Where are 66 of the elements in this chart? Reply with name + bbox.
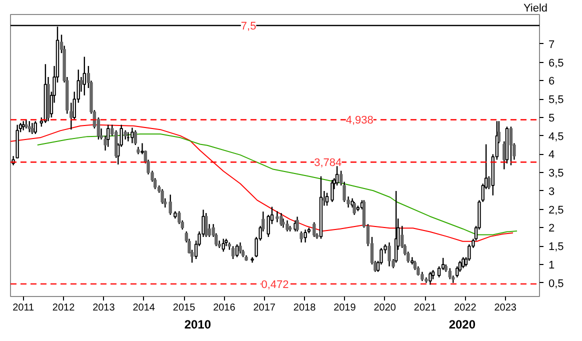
x-tick-label: 2019	[334, 302, 356, 314]
y-tick-label: 7	[548, 38, 555, 51]
candlestick	[462, 256, 465, 269]
candlestick	[24, 118, 28, 130]
x-tick-label: 2017	[253, 302, 276, 314]
y-tick-label: 1,5	[548, 241, 564, 254]
candlestick	[238, 242, 242, 254]
x-tick-label: 2015	[172, 302, 196, 314]
x-tick-label: 2018	[293, 302, 316, 314]
y-tick-label: 6,5	[548, 57, 564, 70]
candlestick	[134, 130, 138, 146]
candlestick	[300, 230, 303, 244]
candlestick	[231, 246, 235, 260]
y-tick-label: 6	[548, 76, 555, 88]
x-tick-label: 2012	[52, 302, 76, 314]
candlestick	[34, 120, 38, 135]
x-tick-label: 2011	[12, 302, 35, 314]
x-tick-label: 2020	[374, 302, 396, 314]
line-series	[36, 133, 518, 236]
y-tick-label: 3,5	[548, 168, 564, 180]
candlestick	[222, 238, 225, 252]
candlestick	[509, 126, 513, 166]
candlestick	[204, 212, 208, 238]
candlestick	[352, 201, 356, 216]
x-tick-label: 2016	[213, 302, 236, 314]
candlestick	[304, 228, 307, 244]
candlestick	[30, 122, 34, 135]
candlestick	[280, 212, 283, 227]
y-tick-label: 1	[548, 260, 555, 272]
ref-line-label: 7,5	[240, 20, 256, 33]
y-tick-label: 5,5	[548, 94, 564, 106]
candlestick	[106, 124, 110, 148]
y-tick-label: 3	[548, 186, 555, 198]
candlestick	[448, 268, 452, 280]
y-axis-title: Yield	[523, 2, 548, 14]
x-tick-label: 2014	[132, 302, 156, 314]
candlestick	[160, 188, 164, 204]
candlestick	[235, 244, 239, 258]
y-tick-label: 4,5	[548, 130, 564, 143]
candlestick	[286, 220, 289, 232]
ref-line-label: 0,472	[261, 278, 289, 291]
x-tick-label: 2023	[494, 302, 517, 314]
x-tick-label: 2021	[414, 302, 437, 314]
candlestick	[428, 271, 432, 286]
candlestick	[325, 192, 329, 206]
y-tick-label: 2	[548, 222, 555, 235]
candlestick	[437, 266, 441, 278]
y-tick-label: 4	[548, 149, 555, 162]
y-tick-label: 2,5	[548, 204, 564, 216]
candlestick	[388, 242, 391, 267]
candlestick	[140, 142, 144, 155]
candlestick	[276, 210, 279, 223]
x-tick-label: 2022	[454, 302, 477, 314]
candlestick	[296, 216, 299, 232]
candlestick	[70, 102, 73, 130]
candlestick	[28, 120, 31, 133]
y-tick-label: 0,5	[548, 278, 564, 290]
text: 2020	[448, 318, 476, 332]
x-tick-label: 2013	[92, 302, 116, 314]
candlestick	[82, 56, 86, 96]
ref-line-label: 4,938	[346, 114, 374, 127]
text: 2010	[184, 318, 212, 332]
y-tick-label: 5	[548, 112, 555, 124]
ref-line-label: 3,784	[314, 157, 342, 170]
candlestick	[130, 127, 134, 144]
candlestick	[312, 222, 316, 238]
